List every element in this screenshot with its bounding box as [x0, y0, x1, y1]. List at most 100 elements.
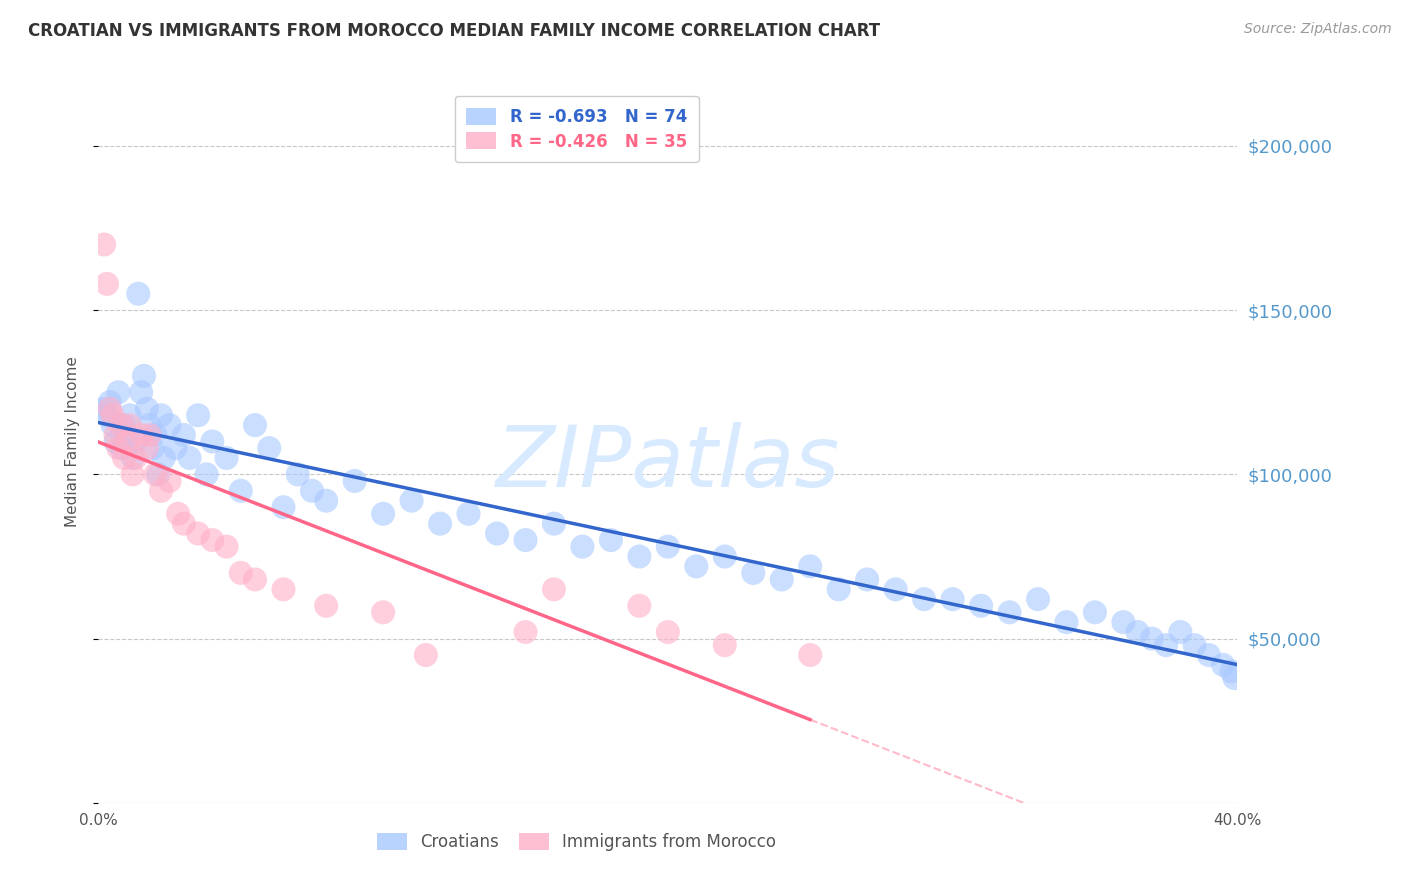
Point	[1026, 592, 1049, 607]
Point	[429, 516, 451, 531]
Point	[138, 428, 160, 442]
Point	[124, 434, 146, 449]
Point	[121, 467, 143, 482]
Point	[124, 450, 146, 465]
Point	[998, 605, 1021, 619]
Point	[714, 549, 737, 564]
Point	[1084, 605, 1107, 619]
Point	[1112, 615, 1135, 630]
Point	[515, 533, 537, 547]
Point	[98, 395, 121, 409]
Point	[628, 549, 651, 564]
Point	[315, 599, 337, 613]
Point	[195, 467, 218, 482]
Point	[127, 286, 149, 301]
Point	[93, 401, 115, 416]
Point	[121, 450, 143, 465]
Point	[112, 450, 135, 465]
Point	[571, 540, 593, 554]
Point	[657, 540, 679, 554]
Point	[107, 441, 129, 455]
Point	[1154, 638, 1177, 652]
Point	[153, 450, 176, 465]
Point	[1170, 625, 1192, 640]
Point	[543, 516, 565, 531]
Point	[110, 441, 132, 455]
Point	[942, 592, 965, 607]
Point	[912, 592, 935, 607]
Point	[112, 418, 135, 433]
Point	[101, 418, 124, 433]
Point	[273, 582, 295, 597]
Point	[135, 441, 157, 455]
Text: CROATIAN VS IMMIGRANTS FROM MOROCCO MEDIAN FAMILY INCOME CORRELATION CHART: CROATIAN VS IMMIGRANTS FROM MOROCCO MEDI…	[28, 22, 880, 40]
Point	[799, 559, 821, 574]
Point	[179, 450, 201, 465]
Point	[373, 507, 395, 521]
Point	[243, 418, 266, 433]
Legend: Croatians, Immigrants from Morocco: Croatians, Immigrants from Morocco	[368, 825, 785, 860]
Point	[373, 605, 395, 619]
Point	[115, 434, 138, 449]
Point	[714, 638, 737, 652]
Point	[165, 441, 187, 455]
Point	[215, 540, 238, 554]
Point	[770, 573, 793, 587]
Point	[600, 533, 623, 547]
Point	[150, 409, 173, 423]
Point	[1198, 648, 1220, 662]
Point	[301, 483, 323, 498]
Point	[98, 401, 121, 416]
Point	[543, 582, 565, 597]
Point	[201, 533, 224, 547]
Point	[145, 467, 167, 482]
Point	[96, 277, 118, 291]
Point	[1184, 638, 1206, 652]
Point	[1126, 625, 1149, 640]
Point	[1056, 615, 1078, 630]
Point	[159, 474, 181, 488]
Point	[148, 467, 170, 482]
Point	[856, 573, 879, 587]
Point	[970, 599, 993, 613]
Point	[141, 441, 163, 455]
Point	[159, 418, 181, 433]
Point	[104, 434, 127, 449]
Point	[118, 418, 141, 433]
Point	[132, 368, 155, 383]
Point	[1212, 657, 1234, 672]
Point	[145, 428, 167, 442]
Point	[515, 625, 537, 640]
Point	[104, 428, 127, 442]
Point	[173, 516, 195, 531]
Point	[215, 450, 238, 465]
Point	[273, 500, 295, 515]
Point	[229, 483, 252, 498]
Point	[685, 559, 707, 574]
Point	[187, 526, 209, 541]
Point	[1223, 671, 1246, 685]
Point	[243, 573, 266, 587]
Point	[110, 418, 132, 433]
Point	[93, 237, 115, 252]
Point	[415, 648, 437, 662]
Point	[173, 428, 195, 442]
Point	[884, 582, 907, 597]
Point	[486, 526, 509, 541]
Point	[118, 409, 141, 423]
Point	[138, 418, 160, 433]
Point	[129, 385, 152, 400]
Point	[457, 507, 479, 521]
Point	[828, 582, 851, 597]
Point	[101, 409, 124, 423]
Point	[628, 599, 651, 613]
Point	[259, 441, 281, 455]
Point	[150, 483, 173, 498]
Text: Source: ZipAtlas.com: Source: ZipAtlas.com	[1244, 22, 1392, 37]
Point	[1220, 665, 1243, 679]
Point	[1140, 632, 1163, 646]
Point	[742, 566, 765, 580]
Point	[799, 648, 821, 662]
Point	[657, 625, 679, 640]
Point	[229, 566, 252, 580]
